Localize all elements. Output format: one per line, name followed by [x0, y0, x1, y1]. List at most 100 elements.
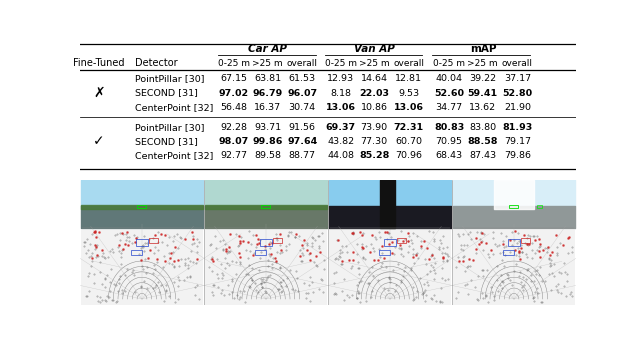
Point	[188, 259, 198, 264]
Point	[519, 232, 529, 238]
Point	[419, 289, 429, 295]
Point	[511, 262, 522, 267]
Point	[552, 244, 563, 250]
Point	[545, 252, 555, 258]
Point	[396, 246, 406, 251]
Point	[120, 241, 131, 247]
Point	[454, 259, 464, 264]
Point	[396, 229, 406, 234]
Point	[406, 238, 416, 243]
Text: 92.77: 92.77	[220, 151, 247, 160]
Text: 40.04: 40.04	[436, 74, 463, 83]
Point	[159, 253, 169, 259]
Point	[172, 231, 182, 236]
Point	[380, 229, 390, 234]
Point	[506, 243, 516, 248]
Point	[284, 241, 294, 247]
Point	[417, 291, 427, 296]
Point	[144, 236, 154, 241]
Text: 99.86: 99.86	[252, 137, 283, 146]
Point	[227, 258, 237, 264]
Point	[498, 279, 508, 285]
Point	[85, 241, 95, 247]
Point	[354, 272, 364, 277]
Point	[152, 259, 163, 264]
Point	[225, 249, 235, 254]
Point	[348, 249, 358, 255]
Point	[138, 278, 148, 283]
Point	[129, 232, 139, 238]
Point	[185, 274, 195, 280]
Point	[516, 250, 527, 255]
Point	[523, 267, 533, 272]
Point	[458, 253, 468, 258]
Point	[239, 288, 249, 293]
Point	[290, 287, 300, 293]
Point	[381, 264, 391, 270]
Point	[348, 230, 358, 236]
Text: 97.02: 97.02	[219, 88, 249, 97]
Point	[522, 254, 532, 260]
Bar	[379, 250, 390, 255]
Point	[451, 264, 461, 270]
Point	[315, 250, 325, 255]
Point	[495, 250, 505, 256]
Point	[393, 262, 403, 267]
Point	[396, 243, 406, 248]
Point	[234, 250, 244, 256]
Point	[122, 235, 132, 240]
Point	[248, 252, 258, 258]
Point	[337, 243, 347, 248]
Point	[464, 256, 474, 261]
Point	[95, 259, 105, 264]
Text: 77.30: 77.30	[360, 137, 388, 146]
Point	[91, 243, 101, 249]
Point	[218, 270, 228, 275]
Text: 92.28: 92.28	[220, 123, 247, 132]
Bar	[538, 205, 542, 208]
Point	[382, 237, 392, 242]
Text: 44.08: 44.08	[328, 151, 355, 160]
Point	[553, 281, 563, 287]
Bar	[205, 180, 327, 228]
Point	[282, 234, 292, 239]
Point	[496, 272, 506, 278]
Point	[514, 274, 524, 279]
Point	[106, 246, 116, 251]
Point	[99, 254, 109, 260]
Point	[389, 252, 399, 257]
Point	[472, 296, 482, 301]
Point	[456, 246, 466, 251]
Point	[100, 255, 110, 260]
Point	[497, 285, 507, 291]
Point	[174, 263, 184, 269]
Point	[86, 253, 96, 259]
Point	[116, 255, 126, 260]
Point	[403, 238, 413, 244]
Point	[95, 269, 105, 275]
Point	[100, 297, 111, 302]
Point	[268, 256, 278, 261]
Point	[376, 263, 386, 269]
Point	[148, 286, 158, 291]
Point	[207, 292, 218, 297]
Point	[308, 235, 319, 241]
Point	[86, 263, 96, 269]
Point	[131, 239, 141, 245]
Point	[252, 241, 262, 247]
Bar	[81, 230, 203, 305]
Point	[243, 256, 253, 261]
Point	[211, 272, 221, 277]
Point	[277, 288, 287, 294]
Point	[166, 250, 177, 256]
Point	[275, 279, 285, 284]
Point	[396, 279, 406, 284]
Point	[161, 283, 172, 288]
Point	[352, 241, 362, 247]
Point	[459, 243, 469, 248]
Point	[529, 233, 539, 238]
Point	[118, 246, 128, 251]
Point	[140, 257, 150, 262]
Point	[303, 251, 314, 257]
Point	[244, 229, 254, 234]
